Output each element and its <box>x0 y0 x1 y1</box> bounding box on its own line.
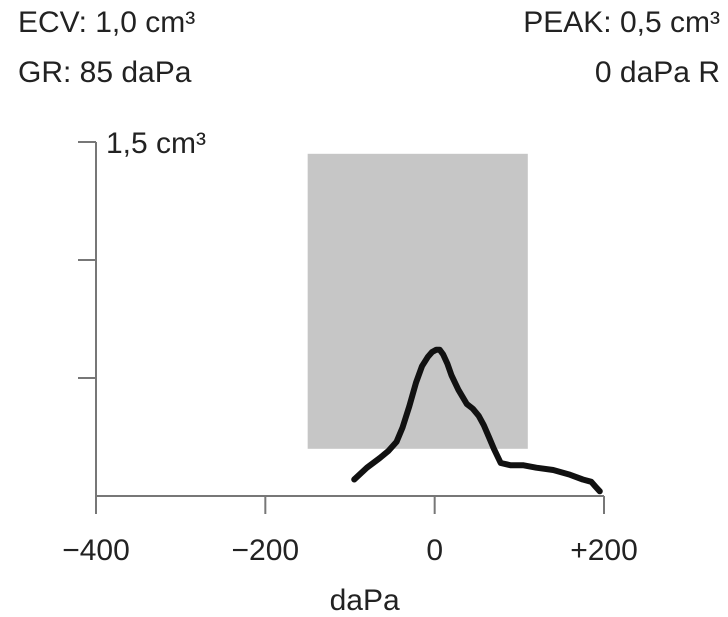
x-axis-title: daPa <box>330 584 400 617</box>
x-tick-label: +200 <box>570 534 638 567</box>
normal-range-box <box>307 153 528 449</box>
tympanogram-curve <box>351 346 603 495</box>
peak-readout: PEAK: 0,5 cm³ <box>523 6 720 39</box>
x-tick-label: −400 <box>62 534 130 567</box>
y-max-label: 1,5 cm³ <box>106 127 206 160</box>
peak-pressure-readout: 0 daPa R <box>594 56 720 89</box>
gradient-readout: GR: 85 daPa <box>18 56 192 89</box>
ecv-readout: ECV: 1,0 cm³ <box>18 6 196 39</box>
x-tick-label: −200 <box>232 534 300 567</box>
x-tick-label: 0 <box>426 534 443 567</box>
